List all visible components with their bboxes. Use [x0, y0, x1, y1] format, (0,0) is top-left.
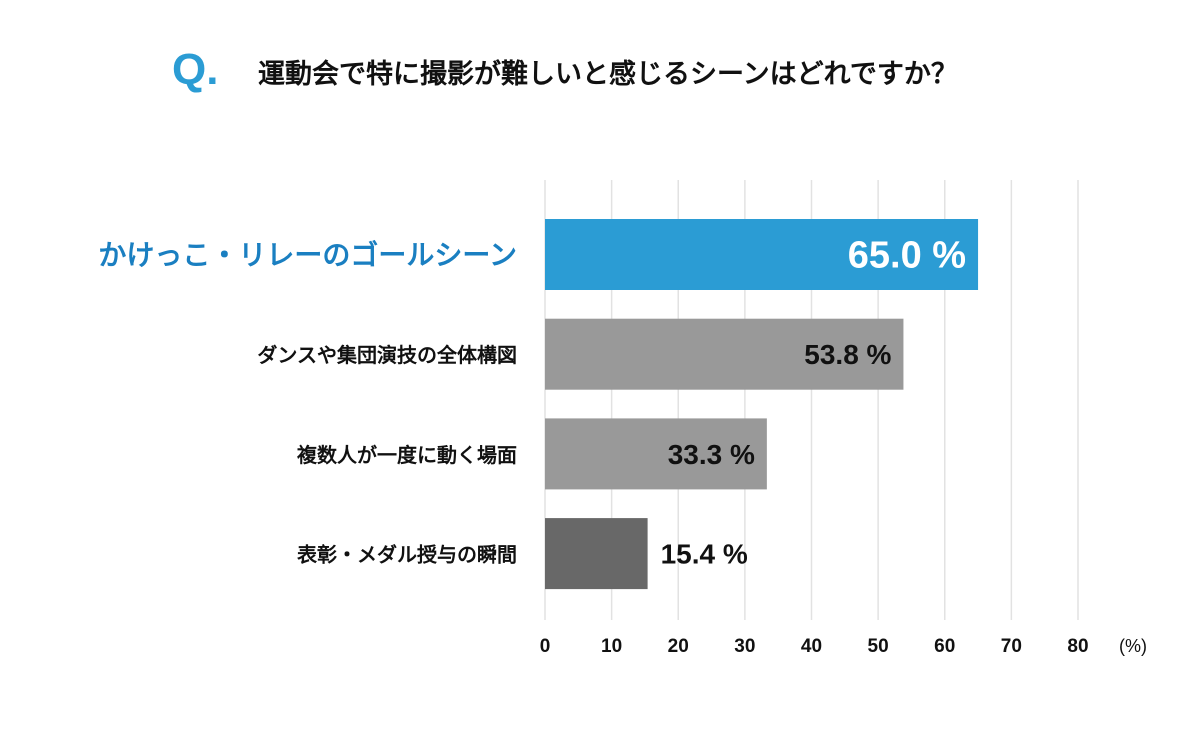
x-tick-label: 70: [1001, 636, 1022, 657]
x-tick-label: 30: [734, 636, 755, 657]
bar: [545, 219, 979, 290]
category-label: 複数人が一度に動く場面: [297, 443, 517, 467]
x-tick-label: 10: [601, 636, 622, 657]
x-tick-label: 80: [1067, 636, 1088, 657]
x-tick-label: 0: [540, 636, 551, 657]
x-tick-label: 50: [868, 636, 889, 657]
x-tick-label: 20: [668, 636, 689, 657]
bar: [545, 418, 767, 490]
x-tick-label: 60: [934, 636, 955, 657]
bar: [545, 518, 648, 590]
bar: [545, 318, 904, 390]
category-label: 表彰・メダル授与の瞬間: [297, 543, 517, 567]
value-label: 15.4 %: [661, 539, 748, 570]
category-label: ダンスや集団演技の全体構図: [257, 343, 517, 367]
value-label: 53.8 %: [804, 339, 891, 370]
x-tick-label: 40: [801, 636, 822, 657]
value-label: 65.0 %: [848, 235, 966, 277]
chart-title: 運動会で特に撮影が難しいと感じるシーンはどれですか？: [258, 58, 958, 90]
x-unit-label: (%): [1119, 636, 1147, 656]
value-label: 33.3 %: [668, 439, 755, 470]
category-label: かけっこ・リレーのゴールシーン: [98, 239, 517, 272]
question-mark: Q.: [172, 45, 218, 94]
